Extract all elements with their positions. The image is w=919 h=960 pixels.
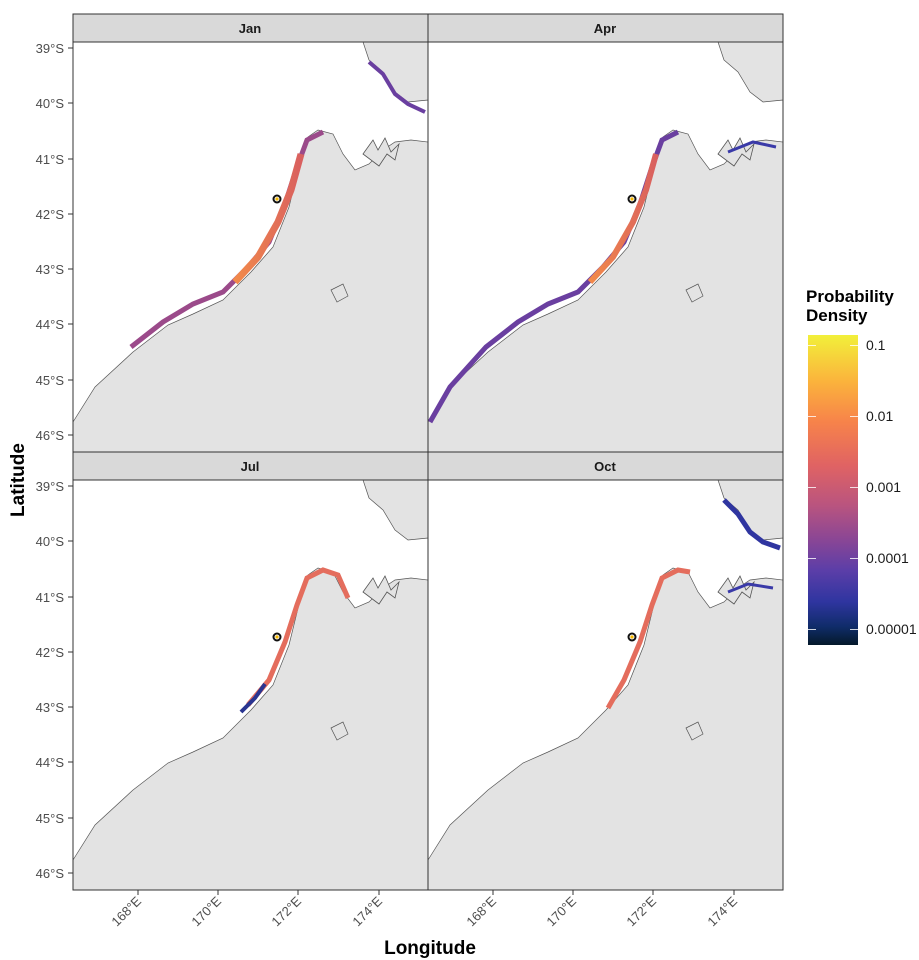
strip-label-oct: Oct — [594, 459, 616, 474]
density-coast-high — [232, 153, 305, 285]
density-east — [727, 582, 774, 594]
density-coast-main — [246, 567, 351, 707]
lon-ticks — [137, 890, 735, 895]
lon-tick-label: 174°E — [349, 893, 385, 929]
density-east — [727, 140, 777, 154]
release-location-marker — [272, 632, 282, 642]
lon-tick-label: 174°E — [704, 893, 740, 929]
banks-peninsula — [330, 283, 349, 303]
lat-tick-label: 43°S — [36, 262, 65, 277]
density-coast-high — [587, 153, 659, 285]
legend-label: 0.1 — [866, 337, 886, 353]
banks-peninsula — [330, 721, 349, 741]
lon-tick-label: 170°E — [543, 893, 579, 929]
lat-tick-label: 44°S — [36, 755, 65, 770]
release-location-marker — [272, 194, 282, 204]
strip-label-jan: Jan — [239, 21, 261, 36]
release-location-dot — [630, 197, 634, 201]
colorbar — [808, 335, 858, 645]
density-overlay — [129, 60, 426, 349]
legend-title-line2: Density — [806, 306, 868, 325]
marlborough-sounds — [717, 137, 755, 167]
lat-tick-label: 42°S — [36, 207, 65, 222]
legend-label: 0.001 — [866, 479, 902, 495]
panel-jan — [72, 41, 429, 453]
release-location-dot — [630, 635, 634, 639]
lat-tick-label: 43°S — [36, 700, 65, 715]
marlborough-sounds — [362, 137, 400, 167]
release-location-dot — [275, 635, 279, 639]
density-coast-main — [605, 567, 691, 710]
south-island-land — [72, 567, 429, 891]
release-location-marker — [627, 194, 637, 204]
colorbar-legend: Probability Density 0.1 0.01 0.001 0.000… — [806, 287, 917, 645]
lat-tick-label: 41°S — [36, 152, 65, 167]
legend-title-line1: Probability — [806, 287, 894, 306]
legend-label: 0.0001 — [866, 550, 909, 566]
lat-tick-label: 39°S — [36, 41, 65, 56]
panel-oct — [427, 479, 784, 891]
strip-jul — [72, 451, 429, 481]
lat-tick-label: 45°S — [36, 811, 65, 826]
legend-label: 0.00001 — [866, 621, 917, 637]
lat-tick-label: 42°S — [36, 645, 65, 660]
lon-tick-label: 172°E — [268, 893, 304, 929]
density-north — [367, 60, 426, 114]
strip-oct — [427, 451, 784, 481]
lat-tick-label: 45°S — [36, 373, 65, 388]
lon-tick-label: 168°E — [463, 893, 499, 929]
lat-tick-label: 40°S — [36, 534, 65, 549]
strip-jan — [72, 13, 429, 43]
panel-jul — [72, 479, 429, 891]
lat-tick-label: 41°S — [36, 590, 65, 605]
lon-tick-label: 172°E — [623, 893, 659, 929]
lat-tick-label: 46°S — [36, 428, 65, 443]
lon-axis-left: 168°E 170°E 172°E 174°E — [108, 893, 385, 929]
banks-peninsula — [685, 283, 704, 303]
lat-ticks-top — [68, 47, 73, 436]
x-axis-title: Longitude — [384, 938, 476, 959]
lat-tick-label: 46°S — [36, 866, 65, 881]
lat-tick-label: 40°S — [36, 96, 65, 111]
lat-ticks-bottom — [68, 485, 73, 874]
lat-tick-label: 44°S — [36, 317, 65, 332]
lon-axis-right: 168°E 170°E 172°E 174°E — [463, 893, 740, 929]
lon-tick-label: 168°E — [108, 893, 144, 929]
release-location-marker — [627, 632, 637, 642]
land-south-island — [72, 41, 429, 453]
south-island-land — [427, 567, 784, 891]
y-axis-title-text: Latitude — [8, 443, 29, 517]
release-location-dot — [275, 197, 279, 201]
lon-tick-label: 170°E — [188, 893, 224, 929]
legend-label: 0.01 — [866, 408, 894, 424]
lat-axis-top: 39°S 40°S 41°S 42°S 43°S 44°S 45°S 46°S — [36, 41, 65, 443]
marlborough-sounds — [362, 575, 400, 605]
strip-label-jul: Jul — [241, 459, 260, 474]
panel-apr — [427, 41, 784, 453]
south-island-land — [72, 129, 429, 453]
banks-peninsula — [685, 721, 704, 741]
strip-label-apr: Apr — [594, 21, 616, 36]
south-island-land — [427, 129, 784, 453]
density-north — [722, 498, 781, 551]
y-axis-title: Latitude — [4, 430, 34, 530]
lat-axis-bottom: 39°S 40°S 41°S 42°S 43°S 44°S 45°S 46°S — [36, 479, 65, 881]
lat-tick-label: 39°S — [36, 479, 65, 494]
density-south — [239, 682, 267, 714]
strip-apr — [427, 13, 784, 43]
